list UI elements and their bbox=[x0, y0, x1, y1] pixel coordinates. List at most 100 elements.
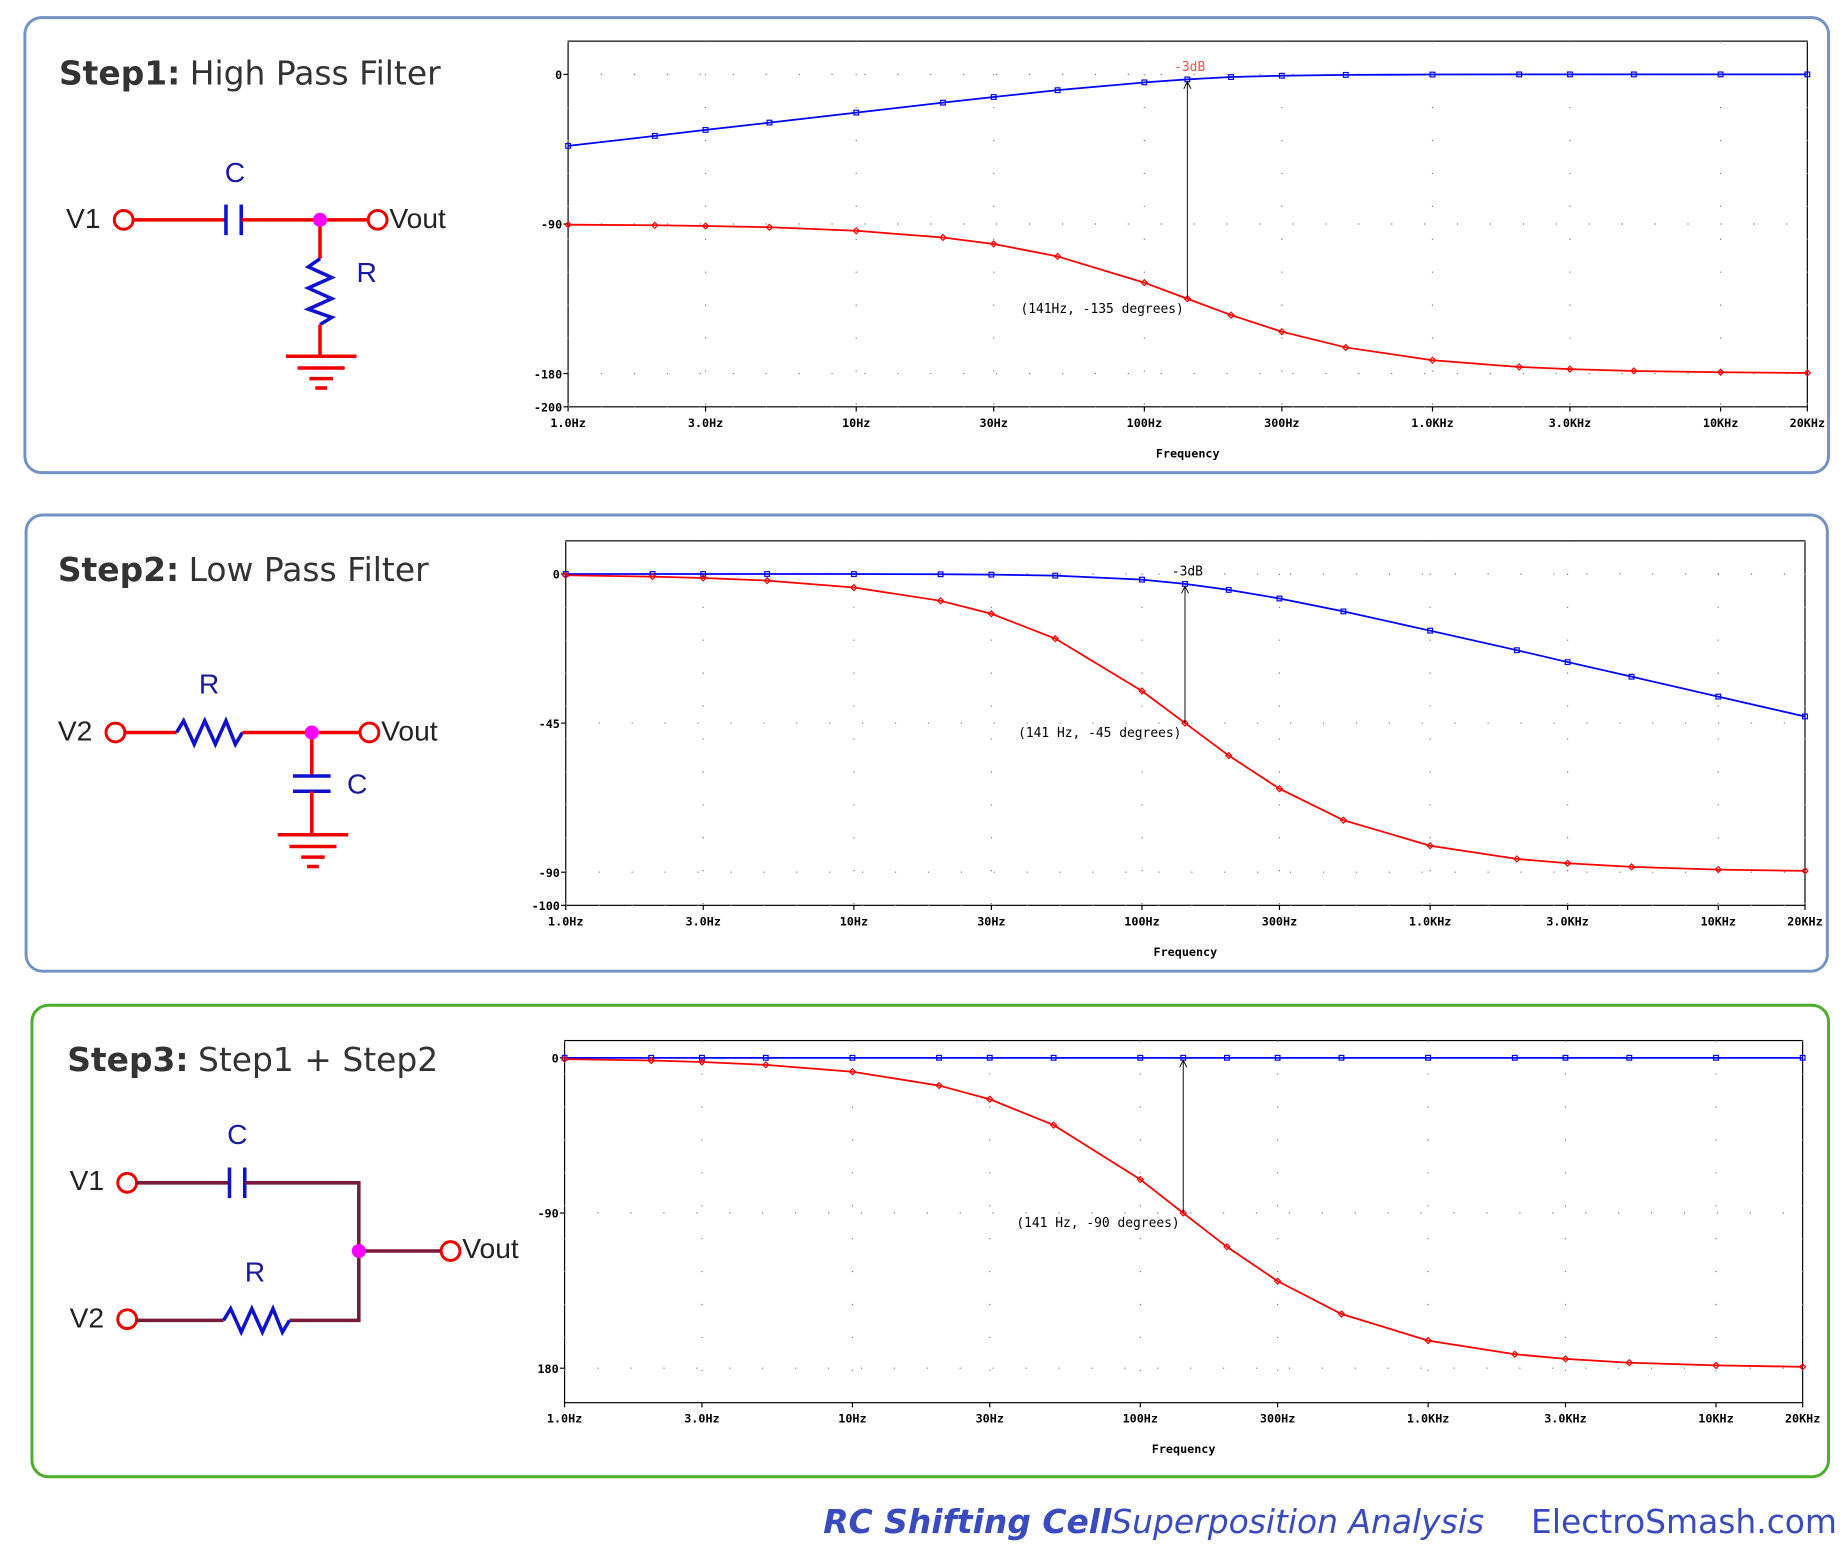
footer-title: RC Shifting Cell bbox=[823, 1502, 1112, 1541]
marker bbox=[848, 1067, 857, 1076]
marker bbox=[1342, 71, 1349, 78]
x-tick-label: 1.0Hz bbox=[550, 416, 585, 430]
marker bbox=[1714, 865, 1723, 874]
x-axis-label: Frequency bbox=[1152, 1442, 1216, 1456]
panel-title-bold: Step1: bbox=[59, 54, 180, 93]
node-label: V2 bbox=[70, 1301, 105, 1333]
marker bbox=[990, 94, 997, 100]
marker bbox=[849, 1054, 856, 1061]
component-label: R bbox=[356, 256, 376, 288]
series-line bbox=[567, 73, 1808, 147]
y-tick-label: -45 bbox=[539, 717, 560, 731]
component-label: C bbox=[227, 1118, 247, 1150]
marker bbox=[564, 220, 572, 229]
annotation: -3dB bbox=[1174, 60, 1205, 75]
x-tick-label: 10Hz bbox=[838, 1412, 866, 1426]
marker bbox=[1179, 1209, 1188, 1217]
x-tick-label: 300Hz bbox=[1264, 416, 1299, 430]
node-label: V2 bbox=[58, 715, 93, 747]
marker bbox=[1341, 343, 1350, 352]
marker bbox=[1136, 1175, 1145, 1184]
marker bbox=[1273, 1277, 1282, 1285]
x-tick-label: 30Hz bbox=[980, 416, 1008, 430]
marker bbox=[1802, 713, 1808, 720]
marker bbox=[1274, 1054, 1281, 1061]
marker bbox=[1717, 71, 1724, 78]
marker bbox=[1340, 608, 1347, 615]
marker bbox=[1425, 1054, 1432, 1061]
marker bbox=[1181, 719, 1189, 727]
marker bbox=[763, 576, 771, 585]
marker bbox=[1051, 634, 1060, 643]
circuit bbox=[104, 716, 381, 869]
y-tick-label: -90 bbox=[541, 218, 562, 232]
marker bbox=[936, 597, 945, 605]
marker bbox=[852, 227, 860, 235]
marker bbox=[1278, 72, 1285, 79]
panel-title: Step3: Step1 + Step2 bbox=[67, 1040, 438, 1079]
marker bbox=[1140, 278, 1149, 287]
marker bbox=[1052, 572, 1059, 579]
marker bbox=[1225, 586, 1232, 593]
marker bbox=[1513, 855, 1521, 863]
marker bbox=[850, 571, 857, 577]
series-line bbox=[564, 1058, 1803, 1368]
node-label: V1 bbox=[66, 202, 101, 234]
panel-title-bold: Step3: bbox=[67, 1040, 188, 1079]
node-label: Vout bbox=[389, 202, 446, 234]
marker bbox=[1228, 74, 1235, 80]
component-label: C bbox=[225, 156, 245, 188]
plot: 1.0Hz 3.0Hz 10Hz 30Hz 100Hz 300Hz 1.0KHz 3.0KHz… bbox=[532, 540, 1823, 959]
y-tick-label: 0 bbox=[553, 568, 560, 582]
x-tick-label: 3.0KHz bbox=[1546, 914, 1588, 928]
node-label: Vout bbox=[462, 1232, 519, 1264]
marker bbox=[1630, 367, 1638, 375]
marker bbox=[1513, 647, 1520, 654]
y-tick-label: 0 bbox=[555, 68, 562, 82]
marker bbox=[699, 574, 707, 582]
marker bbox=[1426, 841, 1434, 850]
marker bbox=[1424, 1336, 1432, 1345]
marker bbox=[1630, 71, 1637, 78]
x-tick-label: 100Hz bbox=[1124, 914, 1159, 928]
footer-subtitle: Superposition Analysis bbox=[1111, 1502, 1484, 1541]
x-tick-label: 3.0Hz bbox=[684, 1412, 719, 1426]
marker bbox=[700, 571, 707, 577]
marker bbox=[1276, 595, 1283, 602]
marker bbox=[1427, 627, 1434, 634]
footer-site: ElectroSmash.com bbox=[1531, 1502, 1837, 1541]
marker bbox=[651, 221, 659, 230]
x-tick-label: 20KHz bbox=[1790, 416, 1825, 430]
marker bbox=[764, 571, 771, 577]
marker bbox=[1798, 1363, 1807, 1371]
marker bbox=[1567, 71, 1573, 78]
marker bbox=[850, 583, 858, 592]
marker bbox=[1516, 71, 1523, 78]
annotation: (141 Hz, -45 degrees) bbox=[1018, 726, 1181, 741]
circuit bbox=[116, 1167, 462, 1337]
marker bbox=[1054, 87, 1061, 94]
marker bbox=[762, 1054, 769, 1061]
marker bbox=[762, 1061, 770, 1069]
arrow-head bbox=[1181, 585, 1189, 594]
marker bbox=[1626, 1054, 1633, 1061]
marker bbox=[651, 132, 658, 139]
marker bbox=[1224, 751, 1233, 760]
marker bbox=[698, 1058, 706, 1066]
x-tick-label: 1.0Hz bbox=[548, 914, 583, 928]
marker bbox=[1227, 311, 1235, 319]
panel-title: Step2: Low Pass Filter bbox=[58, 550, 429, 589]
marker bbox=[1627, 863, 1636, 871]
marker bbox=[1515, 363, 1523, 371]
marker bbox=[1715, 693, 1722, 700]
plot: 1.0Hz 3.0Hz 10Hz 30Hz 100Hz 300Hz 1.0KHz 3.0KHz… bbox=[534, 40, 1825, 460]
y-tick-label: -90 bbox=[539, 866, 560, 880]
panel-frame bbox=[24, 513, 1829, 973]
marker bbox=[1223, 1243, 1231, 1251]
marker bbox=[939, 233, 947, 242]
y-tick-label: -90 bbox=[537, 1207, 558, 1221]
marker bbox=[1278, 327, 1286, 336]
x-tick-label: 300Hz bbox=[1260, 1412, 1295, 1426]
marker bbox=[1511, 1054, 1518, 1061]
